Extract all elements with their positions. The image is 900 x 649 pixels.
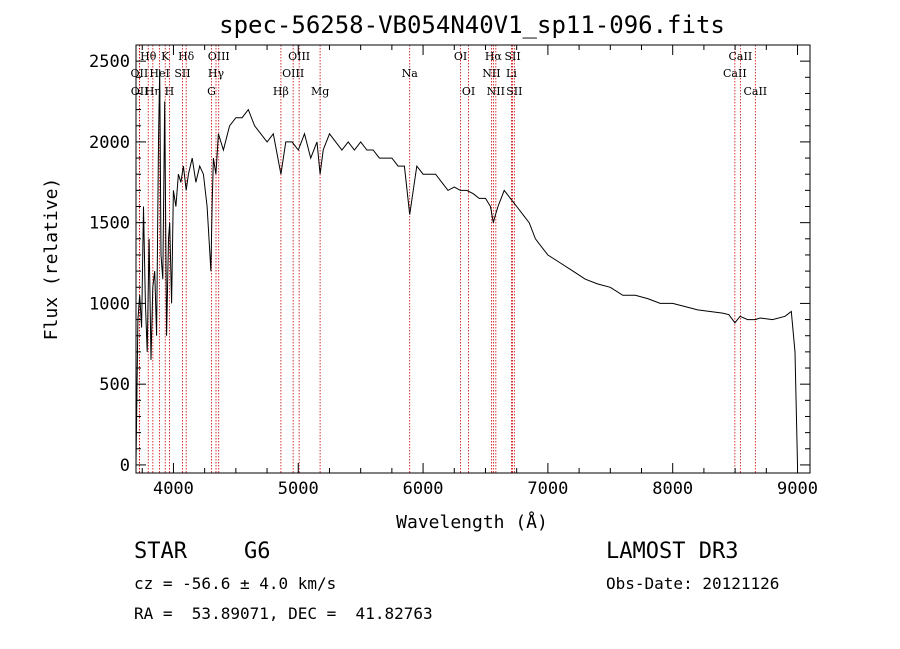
y-tick-label-500: 500 bbox=[99, 375, 130, 395]
plot-frame bbox=[135, 44, 811, 474]
object-type: STAR bbox=[134, 539, 187, 564]
line-label-18: OI bbox=[462, 85, 475, 98]
line-label-6: H bbox=[165, 85, 175, 98]
y-tick-label-1500: 1500 bbox=[89, 214, 130, 234]
line-label-0: Hθ bbox=[140, 50, 157, 63]
y-axis-ticks: 0 500 1000 1500 2000 2500 bbox=[89, 52, 810, 476]
line-label-20: NII bbox=[482, 67, 500, 80]
obs-date: Obs-Date: 20121126 bbox=[606, 574, 780, 593]
y-tick-label-1000: 1000 bbox=[89, 294, 130, 314]
line-label-24: SII bbox=[506, 85, 522, 98]
x-tick-label-7000: 7000 bbox=[527, 479, 568, 499]
line-label-26: CaII bbox=[729, 50, 753, 63]
object-subclass: G6 bbox=[244, 539, 271, 564]
line-label-16: Na bbox=[402, 67, 419, 80]
y-tick-label-2500: 2500 bbox=[89, 52, 130, 72]
spectrum-plot: spec-56258-VB054N40V1_sp11-096.fits Hθ OI… bbox=[41, 11, 818, 533]
line-label-3: Hη bbox=[145, 85, 161, 98]
line-label-27: CaII bbox=[743, 85, 767, 98]
y-tick-label-0: 0 bbox=[120, 456, 130, 476]
x-tick-label-4000: 4000 bbox=[153, 479, 194, 499]
line-label-12: Hβ bbox=[273, 85, 289, 98]
y-tick-label-2000: 2000 bbox=[89, 133, 130, 153]
line-label-21: NII bbox=[487, 85, 505, 98]
survey-name: LAMOST DR3 bbox=[606, 539, 739, 564]
line-label-5: K bbox=[161, 50, 170, 63]
line-label-2: OII bbox=[131, 85, 149, 98]
line-label-1: OII bbox=[131, 67, 149, 80]
line-label-11: G bbox=[207, 85, 216, 98]
redshift-cz: cz = -56.6 ± 4.0 km/s bbox=[134, 574, 337, 593]
spectral-line-markers bbox=[138, 45, 756, 473]
ra-dec: RA = 53.89071, DEC = 41.82763 bbox=[134, 604, 433, 623]
line-label-19: Hα bbox=[485, 50, 503, 63]
x-tick-label-9000: 9000 bbox=[777, 479, 818, 499]
x-tick-label-6000: 6000 bbox=[403, 479, 444, 499]
chart-title: spec-56258-VB054N40V1_sp11-096.fits bbox=[219, 11, 725, 39]
line-label-14: OIII bbox=[288, 50, 310, 63]
line-label-13: OIII bbox=[282, 67, 304, 80]
line-label-23: Li bbox=[506, 67, 517, 80]
x-axis-label: Wavelength (Å) bbox=[396, 511, 548, 533]
line-label-15: Mg bbox=[311, 85, 329, 98]
x-axis-ticks: 4000 5000 6000 7000 8000 9000 bbox=[141, 45, 818, 499]
spectrum-line bbox=[135, 69, 798, 465]
x-tick-label-8000: 8000 bbox=[652, 479, 693, 499]
y-axis-label: Flux (relative) bbox=[41, 178, 62, 341]
x-tick-label-5000: 5000 bbox=[278, 479, 319, 499]
line-label-9: OIII bbox=[208, 50, 230, 63]
line-label-7: SII bbox=[174, 67, 190, 80]
line-label-10: Hγ bbox=[208, 67, 225, 80]
line-label-8: Hδ bbox=[178, 50, 195, 63]
line-label-22: SII bbox=[504, 50, 520, 63]
line-label-17: OI bbox=[454, 50, 467, 63]
line-label-25: CaII bbox=[723, 67, 747, 80]
